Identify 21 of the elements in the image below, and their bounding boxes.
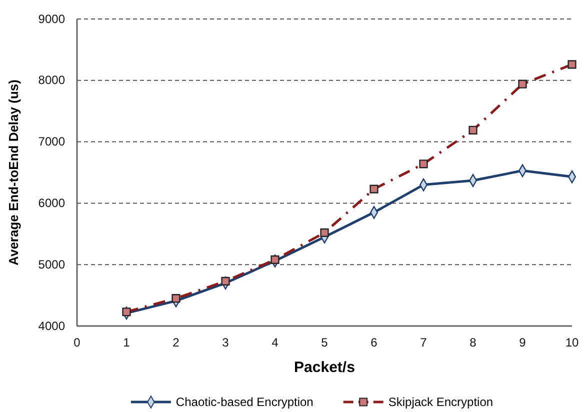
x-tick-label: 1	[123, 336, 130, 350]
legend-label: Skipjack Encryption	[388, 395, 494, 410]
legend-label: Chaotic-based Encryption	[176, 395, 314, 410]
x-tick-label: 8	[470, 336, 477, 350]
x-tick-label: 5	[321, 336, 328, 350]
x-tick-label: 6	[370, 336, 378, 350]
y-tick-label: 6000	[38, 196, 66, 210]
x-tick-label: 9	[519, 336, 526, 350]
x-tick-label: 3	[222, 336, 230, 350]
y-tick-label: 7000	[38, 134, 66, 149]
x-tick-label: 7	[420, 336, 428, 350]
y-tick-label: 4000	[38, 318, 66, 333]
x-tick-label: 4	[272, 336, 279, 350]
x-tick-label: 0	[74, 336, 81, 350]
x-tick-label: 2	[172, 336, 180, 350]
y-tick-label: 5000	[38, 257, 66, 272]
y-tick-label: 9000	[38, 12, 66, 26]
x-tick-label: 10	[565, 336, 579, 350]
y-tick-label: 8000	[38, 73, 66, 88]
y-axis-title: Average End-toEnd Delay (us)	[6, 80, 21, 266]
x-axis-title: Packet/s	[294, 359, 355, 376]
